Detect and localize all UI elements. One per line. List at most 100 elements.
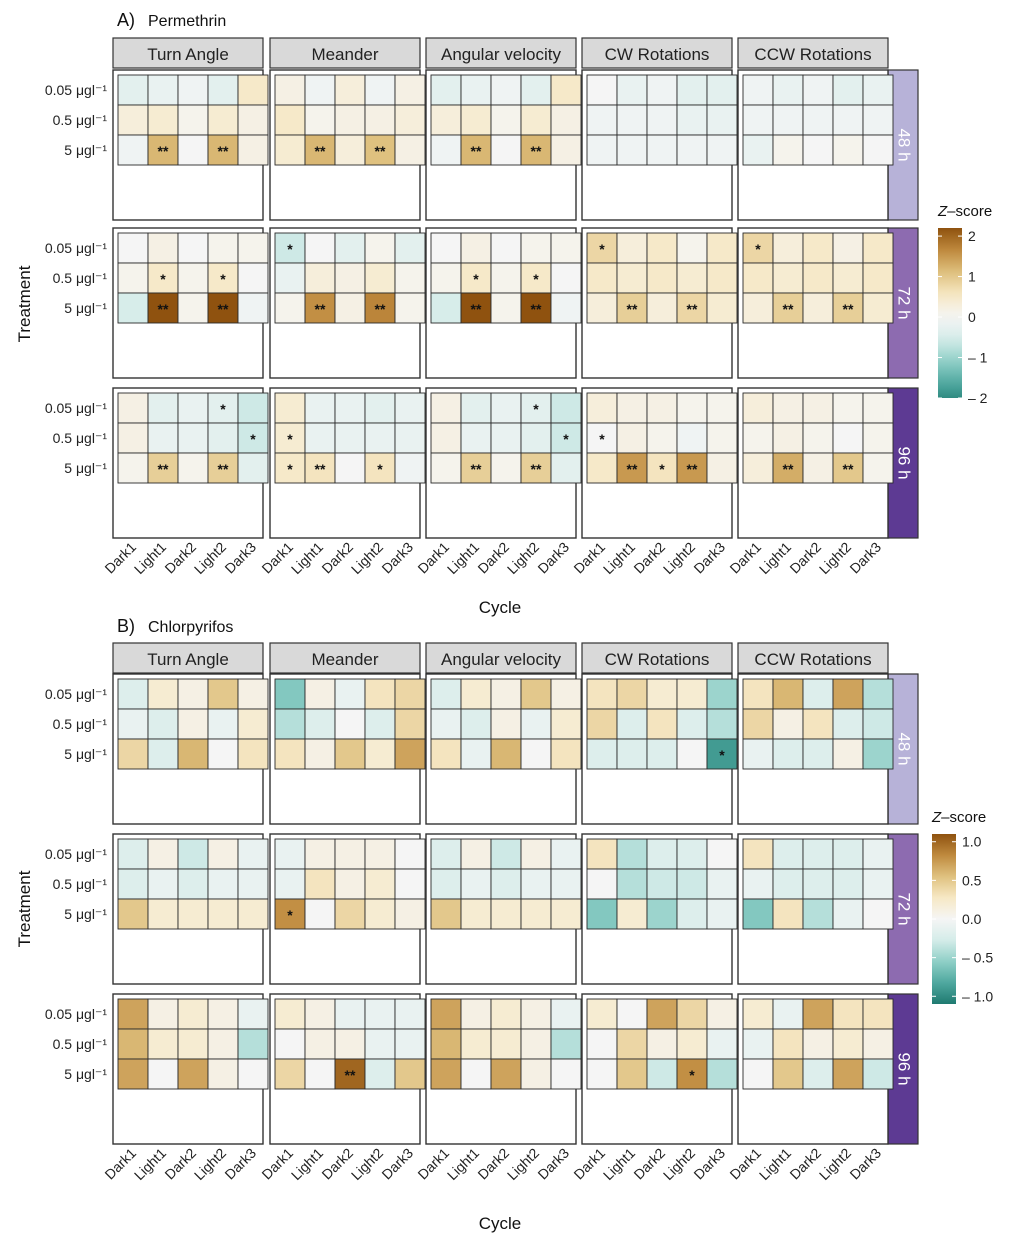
heatmap-cell: [616, 452, 648, 484]
heatmap-cell: [772, 1058, 804, 1090]
heatmap-cell: [742, 392, 774, 424]
significance-label: **: [158, 461, 169, 477]
heatmap-cell: [237, 392, 269, 424]
x-tick-label: Dark2: [630, 539, 668, 577]
y-tick-label: 5 μgl⁻¹: [64, 460, 107, 476]
heatmap-cell: [394, 292, 426, 324]
heatmap-cell: [207, 1058, 239, 1090]
heatmap-cell: [550, 738, 582, 770]
heatmap-cell: [117, 868, 149, 900]
column-strip: [112, 37, 264, 69]
heatmap-cell: [177, 708, 209, 740]
heatmap-cell: [490, 998, 522, 1030]
heatmap-cell: [207, 678, 239, 710]
heatmap-cell: [676, 1028, 708, 1060]
heatmap-cell: [490, 708, 522, 740]
legend-tick-label: – 2: [968, 390, 988, 406]
heatmap-cell: [364, 998, 396, 1030]
heatmap-cell: [274, 392, 306, 424]
heatmap-cell: [237, 708, 269, 740]
heatmap-cell: [646, 452, 678, 484]
heatmap-cell: [460, 1028, 492, 1060]
heatmap-cell: [394, 422, 426, 454]
heatmap-cell: [237, 74, 269, 106]
significance-label: *: [473, 271, 479, 287]
y-tick-label: 0.05 μgl⁻¹: [45, 240, 107, 256]
heatmap-cell: [742, 708, 774, 740]
heatmap-cell: [550, 1028, 582, 1060]
heatmap-cell: [460, 838, 492, 870]
heatmap-cell: [117, 232, 149, 264]
heatmap-cell: [334, 392, 366, 424]
x-tick-label: Light1: [444, 1145, 482, 1183]
heatmap-cell: [274, 678, 306, 710]
heatmap-cell: [430, 898, 462, 930]
heatmap-cell: [334, 738, 366, 770]
heatmap-cell: [862, 134, 894, 166]
y-tick-label: 0.5 μgl⁻¹: [53, 112, 108, 128]
y-tick-label: 0.05 μgl⁻¹: [45, 686, 107, 702]
significance-label: *: [160, 271, 166, 287]
heatmap-cell: [490, 232, 522, 264]
heatmap-cell: [832, 678, 864, 710]
heatmap-cell: [586, 452, 618, 484]
heatmap-cell: [237, 1058, 269, 1090]
significance-label: **: [375, 143, 386, 159]
heatmap-cell: [802, 998, 834, 1030]
heatmap-cell: [274, 1028, 306, 1060]
heatmap-cell: [862, 74, 894, 106]
heatmap-cell: [334, 74, 366, 106]
heatmap-cell: [550, 232, 582, 264]
heatmap-cell: [550, 134, 582, 166]
heatmap-cell: [460, 1058, 492, 1090]
heatmap-cell: [430, 708, 462, 740]
heatmap-cell: [490, 134, 522, 166]
heatmap-cell: [586, 708, 618, 740]
heatmap-cell: [586, 678, 618, 710]
heatmap-cell: [117, 898, 149, 930]
heatmap-cell: [334, 678, 366, 710]
heatmap-cell: [177, 998, 209, 1030]
heatmap-cell: [490, 838, 522, 870]
heatmap-cell: [772, 738, 804, 770]
heatmap-cell: [177, 738, 209, 770]
heatmap-cell: [117, 1058, 149, 1090]
heatmap-cell: [304, 134, 336, 166]
x-tick-label: Light2: [660, 1145, 698, 1183]
heatmap-cell: [742, 678, 774, 710]
heatmap-cell: [802, 678, 834, 710]
significance-label: *: [599, 241, 605, 257]
heatmap-cell: [646, 232, 678, 264]
heatmap-cell: [832, 838, 864, 870]
heatmap-cell: [772, 292, 804, 324]
heatmap-cell: [334, 292, 366, 324]
heatmap-cell: [520, 868, 552, 900]
heatmap-cell: [646, 392, 678, 424]
significance-label: **: [345, 1067, 356, 1083]
heatmap-cell: [706, 104, 738, 136]
heatmap-cell: [394, 868, 426, 900]
column-strip: [581, 642, 733, 674]
heatmap-cell: [832, 422, 864, 454]
heatmap-cell: [207, 998, 239, 1030]
heatmap-cell: [706, 392, 738, 424]
x-tick-label: Dark2: [630, 1145, 668, 1183]
significance-label: **: [783, 461, 794, 477]
significance-label: *: [755, 241, 761, 257]
heatmap-cell: [646, 1028, 678, 1060]
heatmap-cell: [274, 104, 306, 136]
heatmap-cell: [304, 898, 336, 930]
heatmap-cell: [802, 74, 834, 106]
heatmap-cell: [364, 232, 396, 264]
heatmap-cell: [646, 998, 678, 1030]
heatmap-cell: [147, 232, 179, 264]
heatmap-cell: [237, 292, 269, 324]
heatmap-cell: [117, 452, 149, 484]
heatmap-cell: [274, 838, 306, 870]
heatmap-cell: [237, 104, 269, 136]
y-tick-label: 0.05 μgl⁻¹: [45, 400, 107, 416]
heatmap-cell: [490, 678, 522, 710]
heatmap-cell: [364, 74, 396, 106]
heatmap-cell: [646, 422, 678, 454]
heatmap-cell: [706, 868, 738, 900]
